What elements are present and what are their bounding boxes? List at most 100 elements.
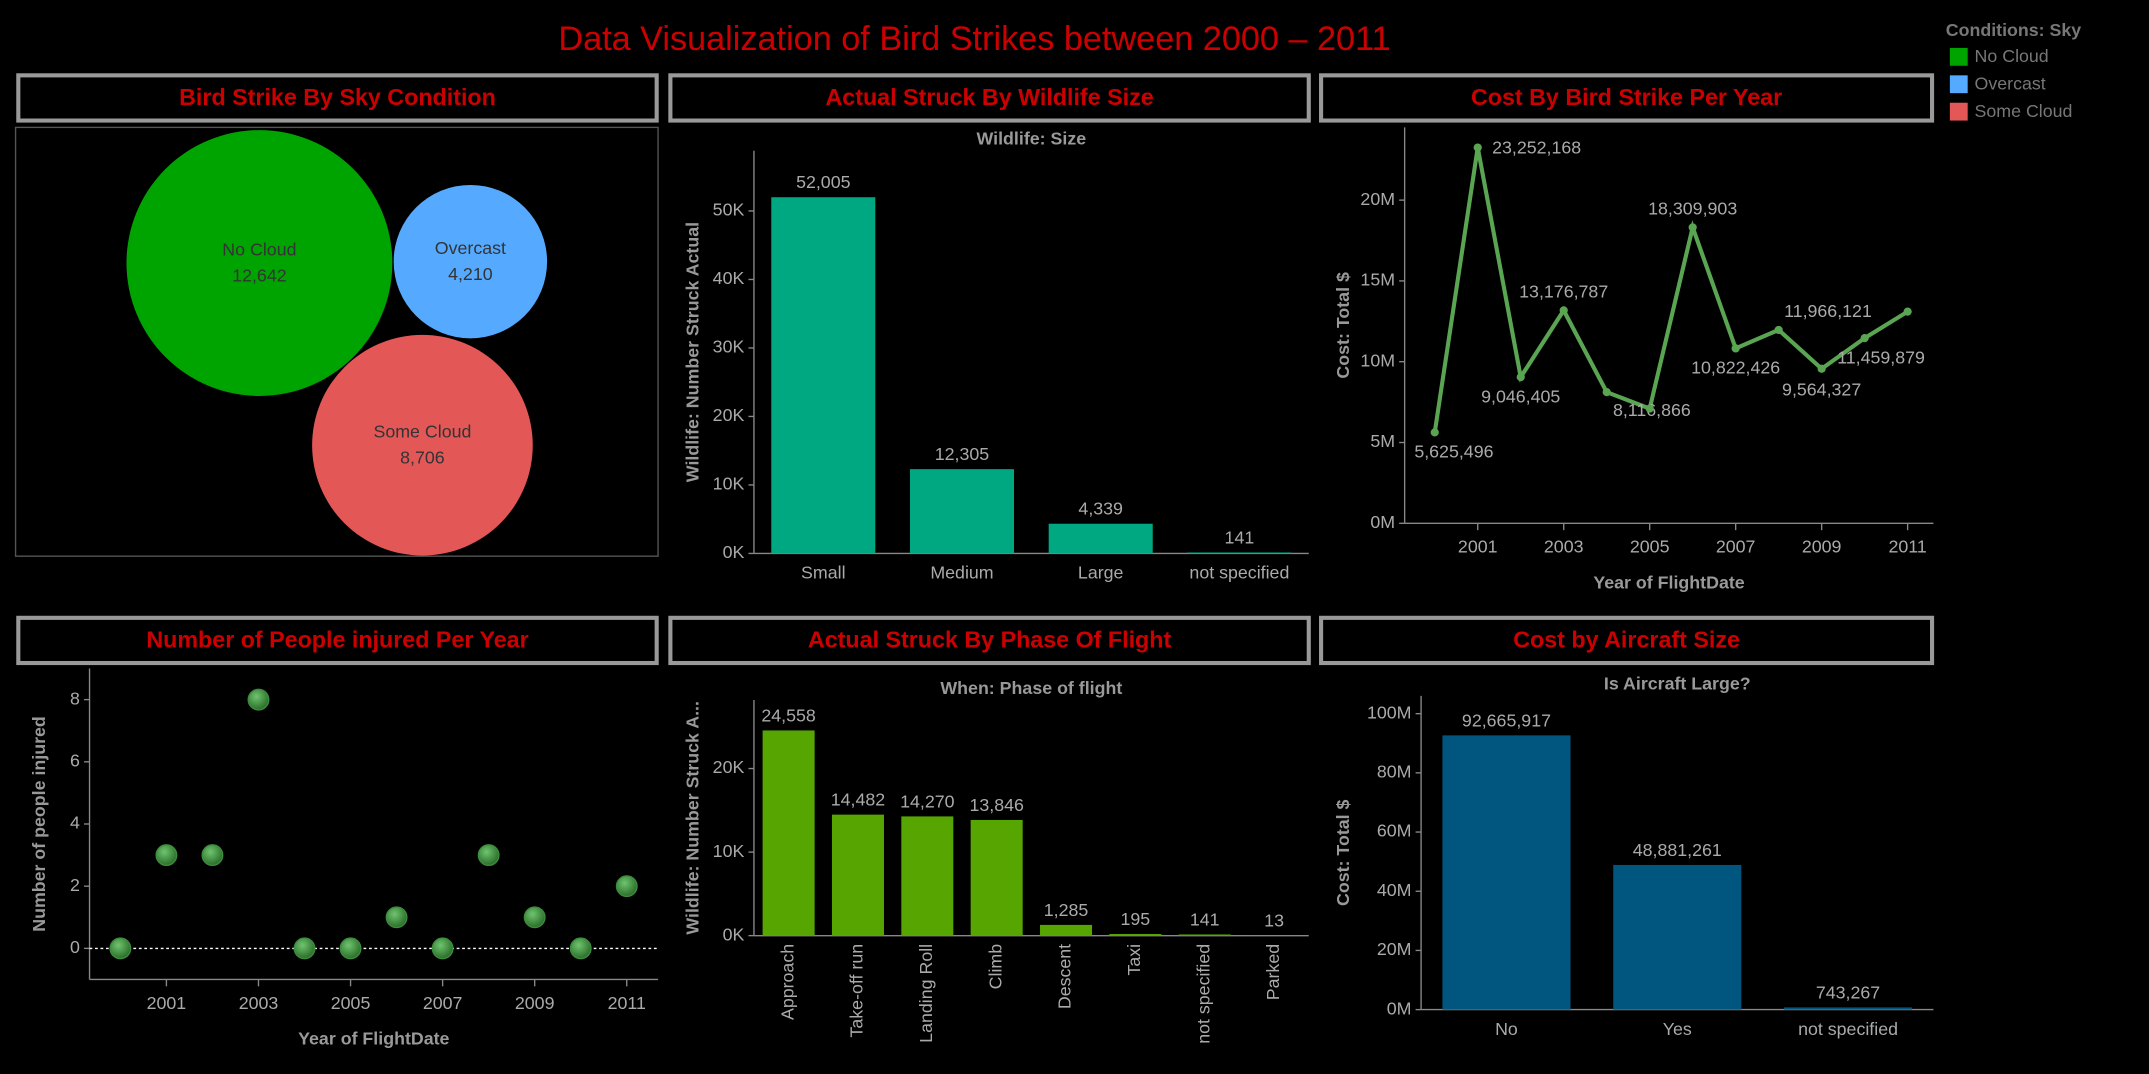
y-tick-label: 6	[70, 751, 80, 771]
point	[569, 937, 592, 960]
y-axis-label: Cost: Total $	[1333, 272, 1353, 379]
x-tick-label: 2011	[1888, 537, 1926, 557]
value-label: 195	[1121, 909, 1151, 929]
legend-swatch	[1949, 102, 1968, 121]
y-tick-label: 10K	[713, 474, 745, 494]
point	[293, 937, 316, 960]
y-tick-label: 30K	[713, 337, 745, 357]
y-tick-label: 5M	[1370, 431, 1395, 451]
x-tick-label: Climb	[985, 944, 1005, 990]
point	[1559, 306, 1568, 315]
x-tick-label: No	[1495, 1019, 1518, 1039]
bar	[1442, 735, 1571, 1010]
x-tick-label: 2005	[331, 993, 371, 1013]
bubble-value: 8,706	[400, 448, 445, 468]
y-tick-label: 60M	[1377, 821, 1412, 841]
x-tick-label: Yes	[1663, 1019, 1692, 1039]
value-label: 1,285	[1044, 900, 1089, 920]
bar	[771, 197, 876, 554]
subtitle: Wildlife: Size	[977, 128, 1087, 148]
point	[155, 844, 178, 867]
point	[1602, 388, 1611, 397]
point	[523, 906, 546, 929]
legend-label: Overcast	[1975, 74, 2046, 94]
value-label: 14,270	[900, 791, 955, 811]
y-tick-label: 8	[70, 688, 80, 708]
x-tick-label: Large	[1078, 563, 1124, 583]
panel-title: Bird Strike By Sky Condition	[179, 84, 496, 110]
value-label: 5,625,496	[1414, 442, 1493, 462]
x-tick-label: 2001	[1458, 537, 1498, 557]
point	[1688, 223, 1697, 232]
plot-border	[14, 126, 659, 557]
value-label: 13,846	[969, 795, 1024, 815]
point	[1774, 325, 1783, 335]
subtitle: When: Phase of flight	[940, 678, 1122, 698]
value-label: 9,046,405	[1481, 386, 1560, 406]
value-label: 48,881,261	[1633, 840, 1722, 860]
x-axis-label: Year of FlightDate	[1593, 572, 1744, 592]
bubble-value: 12,642	[232, 265, 286, 285]
subtitle: Is Aircraft Large?	[1604, 674, 1751, 694]
bubble-value: 4,210	[448, 264, 493, 284]
x-tick-label: Take-off run	[847, 944, 867, 1038]
y-tick-label: 0K	[723, 542, 745, 562]
y-tick-label: 20K	[713, 405, 745, 425]
point	[1516, 373, 1525, 382]
point	[1473, 143, 1482, 152]
bar	[1109, 934, 1162, 936]
y-tick-label: 10M	[1360, 350, 1395, 370]
y-axis-label: Wildlife: Number Struck A...	[682, 701, 702, 935]
y-tick-label: 0M	[1370, 512, 1395, 532]
x-tick-label: Descent	[1055, 944, 1075, 1009]
value-label: 23,252,168	[1492, 138, 1581, 158]
value-label: 141	[1190, 909, 1220, 929]
bubbles: No Cloud 12,642 Overcast 4,210 Some Cloud 8,7…	[126, 130, 548, 556]
x-tick-label: 2007	[1716, 537, 1756, 557]
y-tick-label: 0M	[1387, 998, 1412, 1018]
y-tick-label: 15M	[1360, 270, 1395, 290]
panel-header	[1319, 615, 1935, 666]
value-label: 13	[1264, 911, 1284, 931]
y-tick-label: 80M	[1377, 762, 1412, 782]
x-tick-label: 2005	[1630, 537, 1670, 557]
value-label: 141	[1225, 527, 1255, 547]
value-label: 52,005	[796, 172, 851, 192]
bubble-label: No Cloud	[222, 239, 296, 259]
point	[1860, 334, 1869, 343]
point	[1645, 404, 1654, 413]
point	[431, 937, 454, 960]
panel-header	[668, 615, 1311, 666]
value-label: 12,305	[935, 444, 990, 464]
bar	[762, 730, 815, 936]
bubble	[312, 334, 533, 556]
point	[109, 937, 132, 960]
value-label: 10,822,426	[1691, 358, 1780, 378]
legend-label: No Cloud	[1975, 46, 2049, 66]
point	[201, 844, 224, 867]
y-axis-label: Wildlife: Number Struck Actual	[682, 222, 702, 482]
x-tick-label: Parked	[1263, 944, 1283, 1000]
panel-header	[16, 73, 659, 123]
value-label: 9,564,327	[1782, 379, 1861, 399]
point	[1817, 364, 1826, 373]
y-tick-label: 2	[70, 875, 80, 895]
point	[247, 688, 270, 711]
bar	[909, 469, 1015, 554]
value-label: 14,482	[831, 790, 885, 810]
bubble-label: Overcast	[435, 238, 506, 258]
bubble-label: Some Cloud	[373, 422, 471, 442]
x-tick-label: 2009	[515, 993, 555, 1013]
legend-swatch	[1949, 47, 1968, 66]
y-tick-label: 20K	[713, 757, 745, 777]
y-tick-label: 4	[70, 813, 80, 833]
point	[477, 844, 500, 867]
legend-label: Some Cloud	[1975, 101, 2073, 121]
y-tick-label: 40M	[1377, 880, 1412, 900]
bar	[1178, 934, 1231, 936]
panel-title: Number of People injured Per Year	[146, 626, 528, 652]
value-label: 18,309,903	[1648, 198, 1737, 218]
value-label: 11,459,879	[1837, 347, 1925, 367]
